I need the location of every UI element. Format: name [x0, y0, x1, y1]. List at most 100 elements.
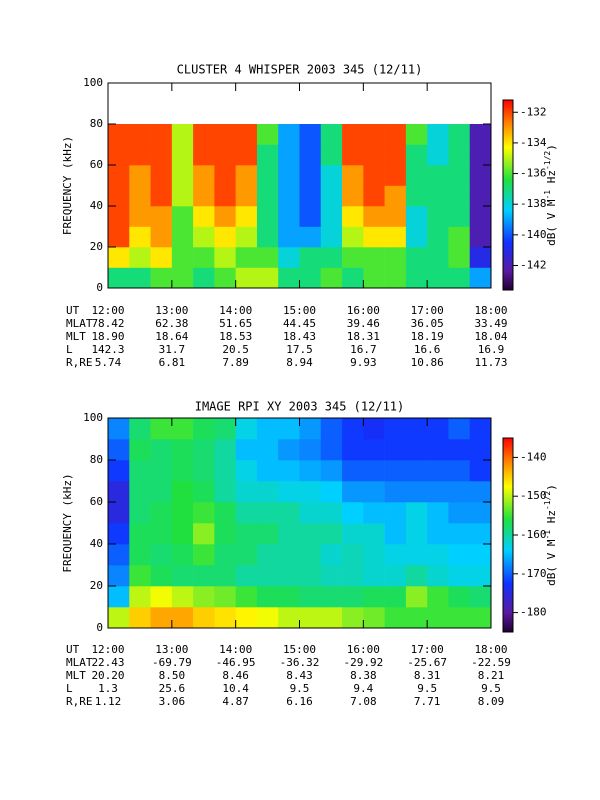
- heat-cell: [235, 439, 258, 461]
- x-tick-label: 18:00: [474, 304, 507, 317]
- ephemeris-value: 9.5: [481, 682, 501, 695]
- heat-cell: [405, 439, 428, 461]
- heat-cell: [256, 165, 279, 186]
- heat-cell: [427, 226, 449, 248]
- heat-cell: [363, 206, 385, 227]
- heat-cell: [129, 124, 151, 145]
- heat-cell: [384, 206, 407, 227]
- ephemeris-label: L: [66, 343, 73, 356]
- heat-cell: [129, 439, 151, 461]
- chart-title: CLUSTER 4 WHISPER 2003 345 (12/11): [177, 63, 423, 77]
- heat-cell: [214, 481, 236, 503]
- heat-cell: [214, 544, 236, 566]
- heat-cell: [150, 544, 173, 566]
- ephemeris-value: 16.7: [350, 343, 377, 356]
- heat-cell: [235, 267, 258, 289]
- x-tick-label: 14:00: [219, 304, 252, 317]
- ephemeris-value: 78.42: [91, 317, 124, 330]
- heat-cell: [278, 481, 300, 503]
- ephemeris-label: MLAT: [66, 656, 93, 669]
- heat-cell: [405, 247, 428, 268]
- heat-cell: [235, 144, 258, 166]
- heat-cell: [448, 460, 471, 482]
- heat-cell: [448, 226, 471, 248]
- heat-cell: [384, 607, 407, 629]
- heat-cell: [320, 607, 343, 629]
- heat-cell: [427, 418, 449, 440]
- ephemeris-value: 9.5: [290, 682, 310, 695]
- heat-cell: [363, 247, 385, 268]
- heat-cell: [278, 247, 300, 268]
- y-tick-label: 20: [90, 579, 103, 592]
- heat-cell: [108, 481, 130, 503]
- heat-cell: [214, 523, 236, 545]
- heat-cell: [299, 267, 322, 289]
- heat-cell: [150, 502, 173, 524]
- heat-cell: [129, 502, 151, 524]
- heat-cell: [193, 418, 215, 440]
- heat-cell: [299, 206, 322, 227]
- ephemeris-value: -25.67: [407, 656, 447, 669]
- heat-cell: [427, 144, 449, 166]
- ephemeris-value: 8.09: [478, 695, 505, 708]
- heat-cell: [448, 144, 471, 166]
- ephemeris-label: MLT: [66, 669, 86, 682]
- ephemeris-value: 8.94: [286, 356, 313, 369]
- ephemeris-value: 8.31: [414, 669, 441, 682]
- heat-cell: [278, 226, 300, 248]
- heat-cell: [171, 586, 194, 608]
- heat-cell: [129, 523, 151, 545]
- heat-cell: [150, 185, 173, 207]
- heat-cell: [427, 523, 449, 545]
- heat-cell: [193, 247, 215, 268]
- heat-cell: [405, 165, 428, 186]
- colorbar-label-part: Hz: [545, 170, 558, 190]
- heat-cell: [278, 165, 300, 186]
- heat-cell: [469, 144, 492, 166]
- heat-cell: [320, 247, 343, 268]
- heat-cell: [256, 481, 279, 503]
- ephemeris-value: 3.06: [159, 695, 186, 708]
- heat-cell: [256, 206, 279, 227]
- heat-cell: [256, 247, 279, 268]
- heat-cell: [448, 165, 471, 186]
- heat-cell: [235, 226, 258, 248]
- heat-cell: [235, 481, 258, 503]
- heat-cell: [171, 144, 194, 166]
- heat-cell: [256, 226, 279, 248]
- heat-cell: [342, 226, 364, 248]
- heat-cell: [256, 439, 279, 461]
- heat-cell: [256, 565, 279, 587]
- heat-cell: [193, 185, 215, 207]
- heat-cell: [405, 481, 428, 503]
- ephemeris-value: 20.5: [222, 343, 249, 356]
- heat-cell: [235, 460, 258, 482]
- y-tick-label: 80: [90, 453, 103, 466]
- heat-cell: [427, 544, 449, 566]
- heat-cell: [108, 523, 130, 545]
- heat-cell: [320, 502, 343, 524]
- colorbar: [502, 99, 514, 291]
- heat-cell: [299, 226, 322, 248]
- heat-cell: [384, 247, 407, 268]
- ephemeris-value: 18.64: [155, 330, 188, 343]
- heat-cell: [108, 124, 130, 145]
- heat-cell: [469, 565, 492, 587]
- ephemeris-value: 7.71: [414, 695, 441, 708]
- heat-cell: [405, 226, 428, 248]
- heat-cell: [214, 607, 236, 629]
- heat-cell: [320, 565, 343, 587]
- heat-cell: [129, 481, 151, 503]
- x-tick-label: 13:00: [155, 643, 188, 656]
- ephemeris-value: 18.04: [474, 330, 507, 343]
- heat-cell: [108, 226, 130, 248]
- heat-cell: [299, 502, 322, 524]
- heat-cell: [214, 247, 236, 268]
- y-tick-label: 60: [90, 495, 103, 508]
- heat-cell: [469, 544, 492, 566]
- heat-cell: [363, 124, 385, 145]
- heat-cell: [150, 565, 173, 587]
- heat-cell: [342, 544, 364, 566]
- heat-cell: [299, 565, 322, 587]
- heat-cell: [108, 206, 130, 227]
